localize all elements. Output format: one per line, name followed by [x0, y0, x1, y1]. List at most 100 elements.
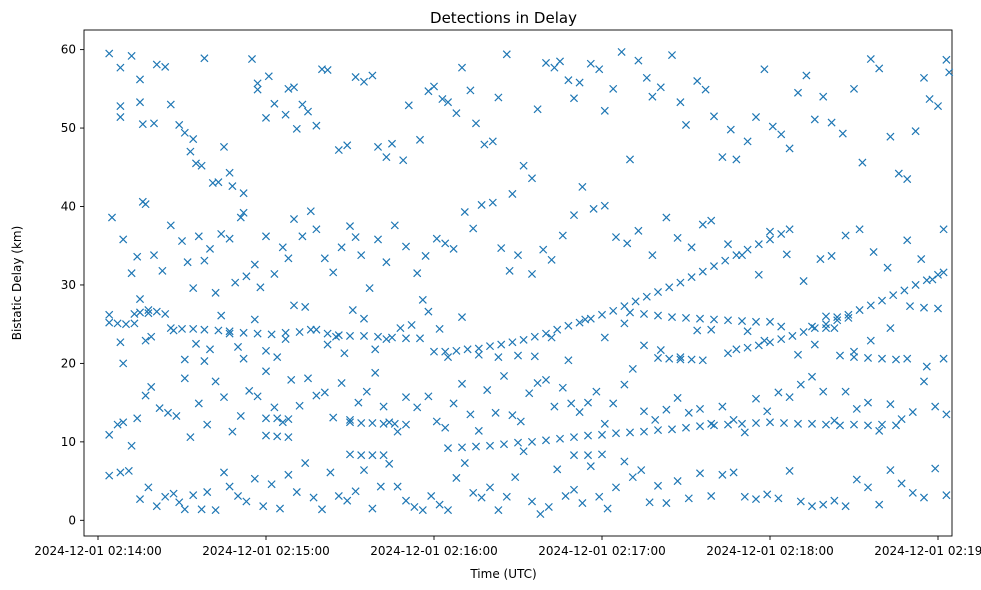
data-point [656, 346, 665, 355]
data-point [368, 504, 377, 513]
data-point [457, 379, 467, 388]
data-point [214, 326, 223, 335]
data-point [449, 244, 458, 253]
data-point [242, 272, 251, 281]
data-point [261, 431, 271, 440]
data-point [844, 313, 853, 322]
data-point [287, 375, 296, 384]
data-point [785, 225, 794, 234]
data-point [595, 65, 604, 74]
data-point [387, 139, 397, 148]
data-point [278, 243, 287, 252]
data-point [569, 451, 579, 460]
data-point [841, 387, 850, 396]
data-point [743, 137, 752, 146]
data-point [597, 430, 607, 439]
data-point [779, 419, 789, 428]
data-point [698, 356, 707, 365]
data-point [133, 414, 142, 423]
data-point [362, 387, 371, 396]
data-point [105, 318, 114, 327]
data-point [371, 368, 380, 377]
data-point [211, 288, 220, 297]
data-point [175, 498, 184, 507]
data-point [273, 414, 282, 423]
data-point [555, 434, 565, 443]
data-point [855, 225, 864, 234]
data-point [124, 466, 133, 475]
data-point [177, 237, 187, 246]
data-point [785, 393, 794, 402]
data-point [819, 92, 828, 101]
data-point [751, 113, 761, 122]
data-point [200, 325, 209, 334]
data-point [502, 492, 511, 501]
data-point [113, 420, 122, 429]
data-point [457, 63, 467, 72]
data-point [175, 120, 184, 129]
data-point [119, 359, 128, 368]
data-point [662, 499, 671, 508]
data-point [732, 155, 741, 164]
data-point [816, 255, 825, 264]
data-point [180, 355, 189, 364]
data-point [135, 98, 145, 107]
data-point [519, 335, 528, 344]
data-point [508, 189, 517, 198]
data-point [830, 324, 839, 333]
data-point [373, 235, 383, 244]
data-point [931, 402, 940, 411]
data-point [541, 375, 551, 384]
data-point [107, 213, 117, 222]
data-point [483, 386, 492, 395]
data-point [589, 204, 598, 213]
x-axis: 2024-12-01 02:14:00 2024-12-01 02:15:00 20… [34, 536, 981, 558]
data-point [583, 398, 593, 407]
data-point [905, 302, 915, 311]
data-point [337, 378, 346, 388]
data-point [653, 353, 663, 362]
data-point [583, 431, 593, 440]
data-point [597, 310, 607, 319]
data-point [351, 487, 360, 496]
data-point [617, 47, 626, 56]
data-point [334, 491, 343, 501]
data-point [768, 122, 777, 131]
data-point [695, 314, 705, 323]
data-point [270, 269, 279, 279]
data-point [863, 398, 873, 407]
data-point [477, 200, 486, 209]
data-point [166, 221, 175, 230]
data-point [513, 251, 523, 260]
data-point [401, 334, 411, 343]
data-point [289, 301, 299, 310]
data-point [547, 255, 556, 264]
data-point [295, 328, 304, 337]
data-point [452, 346, 461, 355]
data-point [116, 468, 125, 477]
data-point [639, 407, 649, 416]
data-point [603, 504, 612, 513]
data-point [718, 153, 727, 162]
data-point [435, 324, 444, 333]
data-point [723, 420, 733, 429]
data-point [553, 465, 562, 474]
data-point [449, 399, 458, 408]
data-point [833, 313, 842, 322]
data-point [457, 443, 467, 452]
data-point [919, 73, 929, 82]
data-point [922, 362, 931, 371]
data-point [203, 420, 212, 429]
data-point [600, 419, 609, 428]
data-point [718, 402, 727, 411]
data-point [466, 410, 475, 419]
data-point [119, 235, 128, 244]
data-point [407, 320, 416, 329]
data-point [600, 201, 609, 210]
data-point [457, 313, 467, 322]
data-point [597, 450, 607, 459]
data-point [250, 260, 259, 269]
data-point [256, 283, 265, 292]
data-point [343, 141, 352, 150]
